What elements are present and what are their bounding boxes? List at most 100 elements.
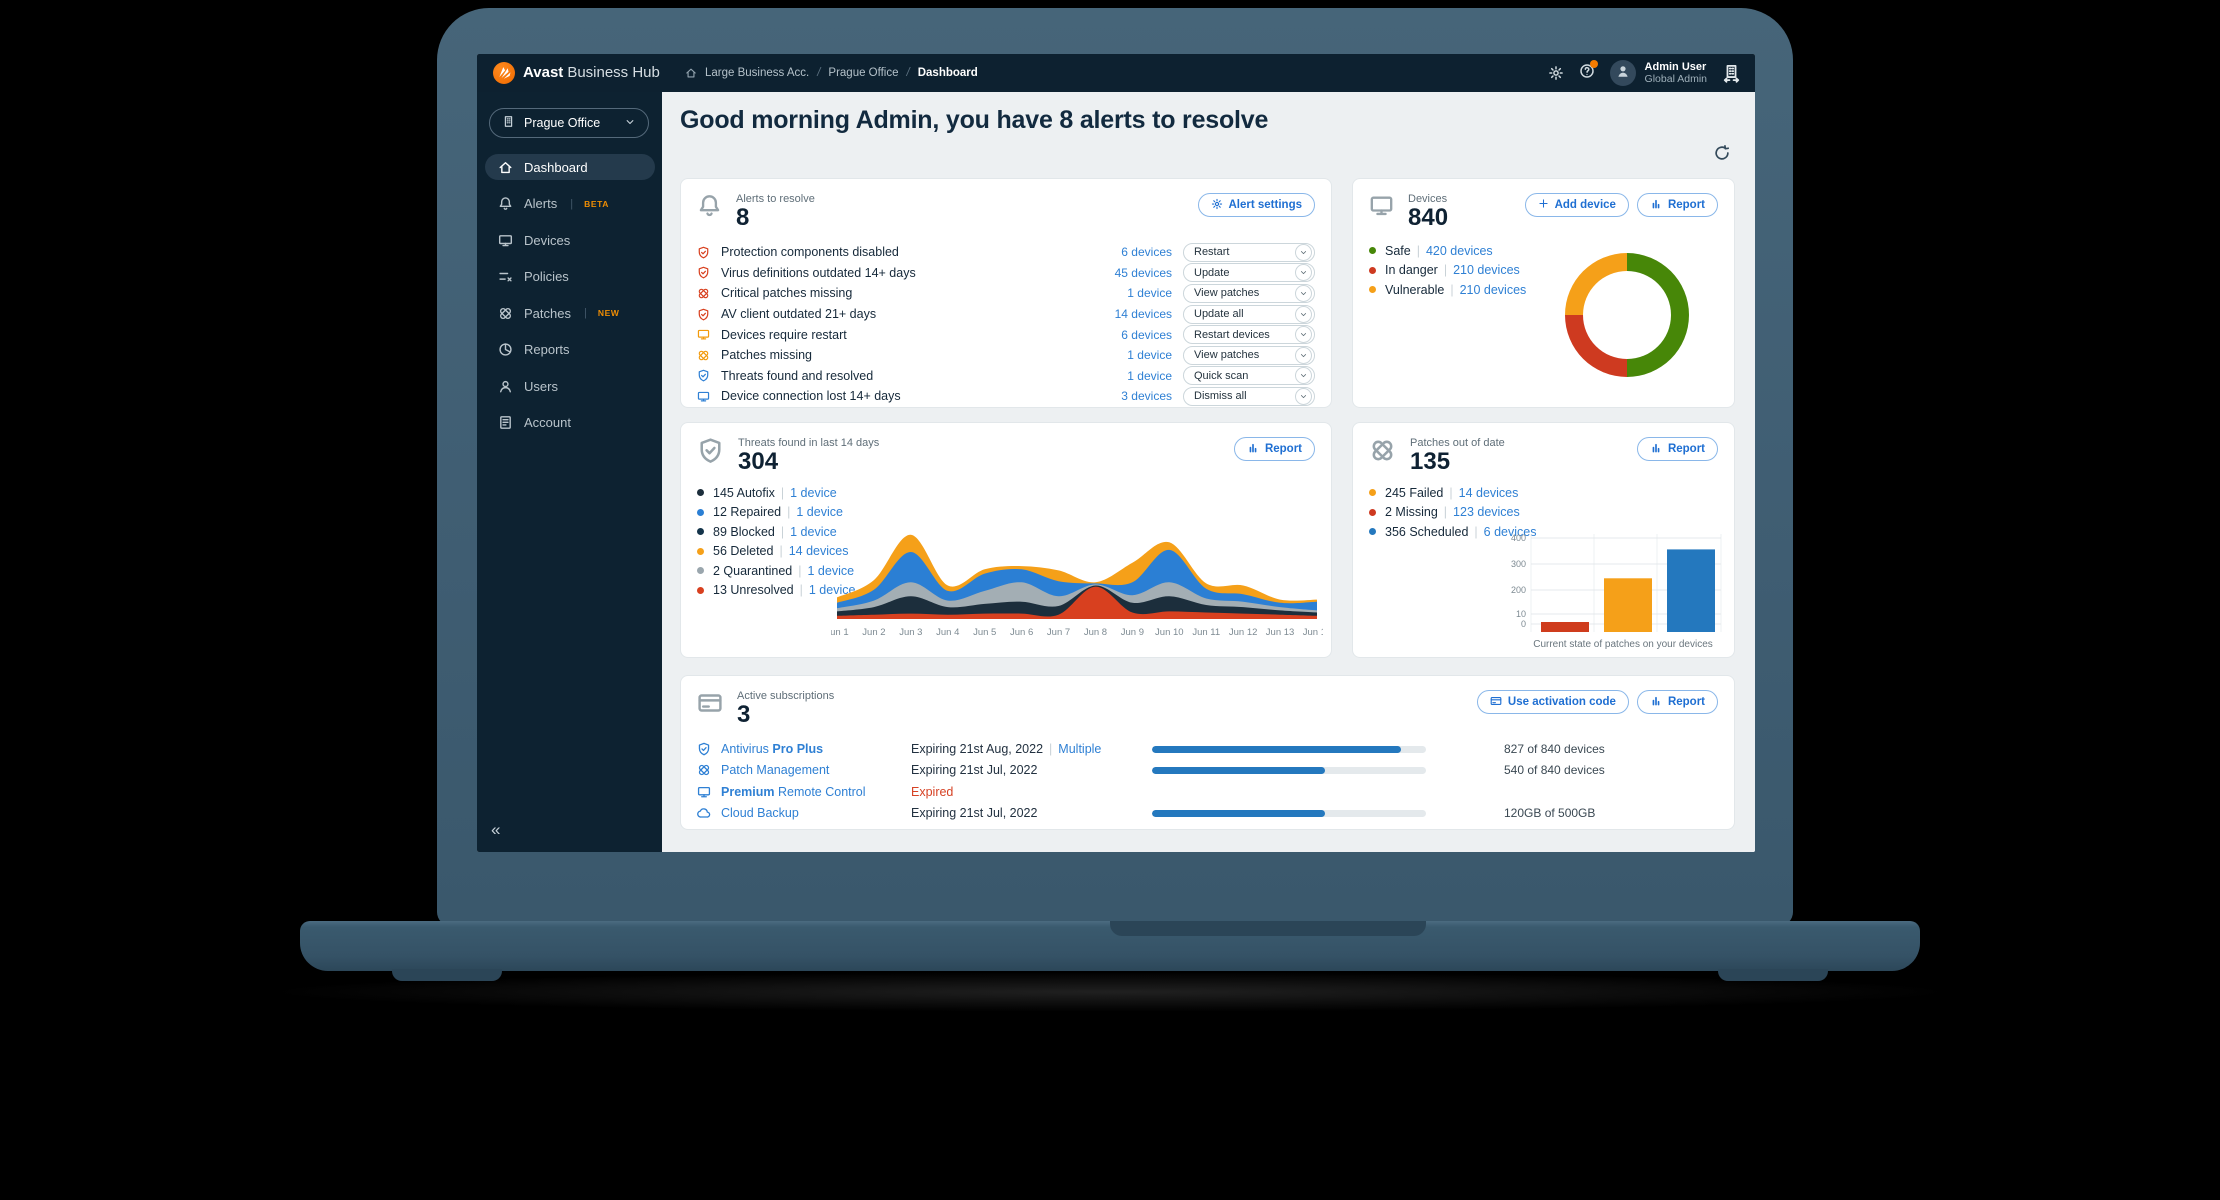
alert-settings-button[interactable]: Alert settings [1197, 193, 1315, 217]
breadcrumb-account[interactable]: Large Business Acc. [705, 67, 810, 79]
patches-report-button[interactable]: Report [1636, 437, 1718, 461]
alert-devices-link[interactable]: 1 device [1127, 286, 1172, 301]
svg-text:Jun 9: Jun 9 [1121, 627, 1144, 638]
legend-label: 2 Quarantined [713, 563, 793, 578]
sidebar-collapse-icon[interactable]: « [491, 820, 501, 839]
patches-card-label: Patches out of date [1410, 437, 1505, 449]
chevron-down-icon [1295, 326, 1312, 344]
alert-action-select[interactable]: Update [1183, 263, 1315, 283]
add-device-button[interactable]: Add device [1524, 193, 1629, 217]
laptop-shadow [260, 972, 1960, 1012]
alert-shield-icon [697, 308, 710, 321]
brand-name: Avast Business Hub [523, 64, 660, 81]
monitor-icon [1369, 193, 1394, 231]
user-info[interactable]: Admin User Global Admin [1645, 61, 1707, 86]
sidebar-item-alerts[interactable]: Alerts | BETA [485, 191, 655, 217]
threats-legend-link[interactable]: 1 device [796, 505, 843, 520]
threats-legend-link[interactable]: 14 devices [788, 544, 849, 559]
alert-shield-icon [697, 369, 710, 382]
devices-report-button[interactable]: Report [1636, 193, 1718, 217]
credit-card-icon [1490, 695, 1502, 710]
svg-text:10: 10 [1516, 609, 1526, 619]
alert-devices-link[interactable]: 6 devices [1121, 245, 1172, 260]
subscription-name-link[interactable]: Antivirus Pro Plus [697, 738, 823, 760]
alert-label: Devices require restart [721, 327, 847, 342]
org-switcher-icon[interactable] [1722, 64, 1741, 83]
subscription-name-link[interactable]: Patch Management [697, 760, 829, 782]
alert-devices-link[interactable]: 1 device [1127, 368, 1172, 383]
threats-legend-link[interactable]: 1 device [808, 583, 856, 598]
pie-icon [498, 342, 513, 357]
alert-row: Critical patches missing 1 device View pat… [697, 283, 1315, 304]
bell-icon [498, 196, 513, 211]
threats-legend-link[interactable]: 1 device [790, 524, 837, 539]
patches-bar-chart: 400 300 200 100 [1511, 533, 1722, 632]
patch-icon [1369, 437, 1396, 475]
alert-devices-link[interactable]: 6 devices [1121, 327, 1172, 342]
dashboard-content: Good morning Admin, you have 8 alerts to… [662, 92, 1755, 852]
alert-action-select[interactable]: Dismiss all [1183, 386, 1315, 406]
breadcrumb-site[interactable]: Prague Office [828, 67, 899, 79]
alert-label: Threats found and resolved [721, 368, 874, 383]
subscription-status: Expired [911, 784, 954, 799]
app-window: Avast Business Hub Large Business Acc. / … [477, 54, 1755, 852]
threats-legend-link[interactable]: 1 device [790, 485, 837, 500]
alert-action-select[interactable]: Restart [1183, 242, 1315, 262]
legend-label: 145 Autofix [713, 485, 775, 500]
alert-devices-link[interactable]: 45 devices [1114, 265, 1172, 280]
alert-action-select[interactable]: Quick scan [1183, 366, 1315, 386]
sidebar-item-policies[interactable]: Policies [485, 264, 655, 290]
subscription-name-link[interactable]: Premium Remote Control [697, 781, 866, 803]
patches-legend-link[interactable]: 123 devices [1453, 505, 1520, 520]
subscription-row: Antivirus Pro Plus Expiring 21st Aug, 202… [697, 738, 1718, 760]
sidebar-item-account[interactable]: Account [485, 410, 655, 436]
threats-report-button[interactable]: Report [1233, 437, 1315, 461]
home-icon [685, 67, 697, 79]
alert-action-select[interactable]: View patches [1183, 345, 1315, 365]
subscription-row: Patch Management Expiring 21st Jul, 2022 5… [697, 760, 1718, 782]
devices-legend-link[interactable]: 210 devices [1459, 282, 1527, 297]
breadcrumb-separator: / [817, 67, 821, 79]
legend-divider: | [779, 544, 783, 559]
subscription-multiple-link[interactable]: Multiple [1058, 741, 1102, 756]
sidebar-item-dashboard[interactable]: Dashboard [485, 154, 655, 180]
subscription-name-link[interactable]: Cloud Backup [697, 803, 799, 825]
chevron-down-icon [1295, 367, 1312, 385]
legend-label: Vulnerable [1385, 282, 1445, 297]
svg-text:Jun 8: Jun 8 [1084, 627, 1107, 638]
patches-legend-link[interactable]: 6 devices [1483, 524, 1537, 539]
svg-text:Jun 2: Jun 2 [862, 627, 885, 638]
devices-legend-link[interactable]: 420 devices [1425, 243, 1493, 258]
sidebar-item-users[interactable]: Users [485, 373, 655, 399]
svg-text:Jun 4: Jun 4 [936, 627, 959, 638]
help-icon[interactable] [1579, 59, 1598, 84]
avatar[interactable] [1609, 60, 1636, 86]
alert-action-select[interactable]: Restart devices [1183, 325, 1315, 345]
subscription-monitor-icon [697, 785, 711, 799]
use-activation-code-button[interactable]: Use activation code [1476, 690, 1629, 714]
refresh-icon[interactable] [1713, 144, 1731, 167]
alert-devices-link[interactable]: 1 device [1127, 348, 1172, 363]
patches-legend-link[interactable]: 14 devices [1458, 485, 1519, 500]
alert-devices-link[interactable]: 3 devices [1121, 389, 1172, 404]
org-selector[interactable]: Prague Office [489, 108, 649, 138]
alert-label: Device connection lost 14+ days [721, 389, 901, 404]
alert-action-select[interactable]: Update all [1183, 304, 1315, 324]
threats-legend-link[interactable]: 1 device [807, 563, 855, 578]
devices-donut-chart [1565, 253, 1689, 377]
legend-divider: | [787, 505, 791, 520]
top-nav-actions: Admin User Global Admin [1548, 54, 1741, 92]
sidebar-item-patches[interactable]: Patches | NEW [485, 300, 655, 326]
devices-legend-link[interactable]: 210 devices [1453, 263, 1520, 278]
sidebar-item-reports[interactable]: Reports [485, 337, 655, 363]
alert-action-select[interactable]: View patches [1183, 283, 1315, 303]
sidebar-item-devices[interactable]: Devices [485, 227, 655, 253]
breadcrumb-separator: / [906, 67, 910, 79]
legend-dot [697, 489, 704, 497]
subscriptions-card: Active subscriptions 3 Use activation co… [680, 675, 1735, 830]
sidebar-item-label: Dashboard [524, 159, 588, 175]
threats-card: Threats found in last 14 days 304 Report… [680, 422, 1332, 658]
settings-gear-icon[interactable] [1548, 65, 1564, 81]
alert-devices-link[interactable]: 14 devices [1114, 307, 1172, 322]
subscriptions-report-button[interactable]: Report [1636, 690, 1718, 714]
